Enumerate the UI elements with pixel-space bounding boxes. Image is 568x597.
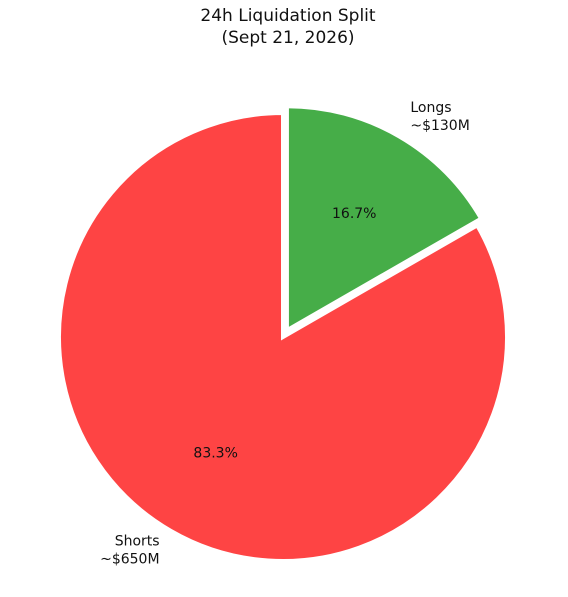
chart-subtitle: (Sept 21, 2026) xyxy=(221,28,354,48)
amount-label: ~$130M xyxy=(410,118,469,134)
pie-slice xyxy=(57,110,509,563)
value-label: 83.3% xyxy=(193,445,237,461)
value-label: 16.7% xyxy=(332,206,376,222)
pie-slice xyxy=(284,104,484,334)
category-label: Shorts xyxy=(115,533,160,549)
amount-label: ~$650M xyxy=(100,551,159,567)
chart-title: 24h Liquidation Split xyxy=(200,6,375,26)
category-label: Longs xyxy=(410,100,451,116)
